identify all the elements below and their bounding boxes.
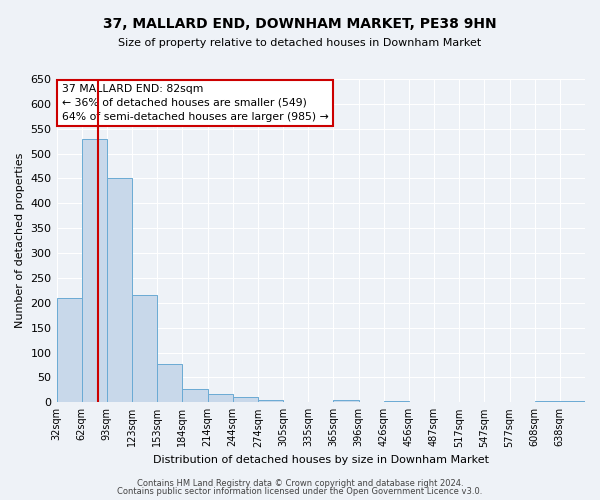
- Text: Size of property relative to detached houses in Downham Market: Size of property relative to detached ho…: [118, 38, 482, 48]
- Bar: [157, 364, 182, 403]
- Bar: [132, 296, 157, 403]
- X-axis label: Distribution of detached houses by size in Downham Market: Distribution of detached houses by size …: [153, 455, 489, 465]
- Bar: [82, 138, 107, 402]
- Bar: [258, 400, 283, 402]
- Bar: [383, 401, 409, 402]
- Bar: [233, 398, 258, 402]
- Bar: [56, 298, 82, 403]
- Bar: [182, 389, 208, 402]
- Text: Contains HM Land Registry data © Crown copyright and database right 2024.: Contains HM Land Registry data © Crown c…: [137, 478, 463, 488]
- Text: 37, MALLARD END, DOWNHAM MARKET, PE38 9HN: 37, MALLARD END, DOWNHAM MARKET, PE38 9H…: [103, 18, 497, 32]
- Text: Contains public sector information licensed under the Open Government Licence v3: Contains public sector information licen…: [118, 487, 482, 496]
- Bar: [208, 394, 233, 402]
- Text: 37 MALLARD END: 82sqm
← 36% of detached houses are smaller (549)
64% of semi-det: 37 MALLARD END: 82sqm ← 36% of detached …: [62, 84, 329, 122]
- Bar: [334, 400, 359, 402]
- Bar: [107, 178, 132, 402]
- Y-axis label: Number of detached properties: Number of detached properties: [15, 153, 25, 328]
- Bar: [535, 401, 560, 402]
